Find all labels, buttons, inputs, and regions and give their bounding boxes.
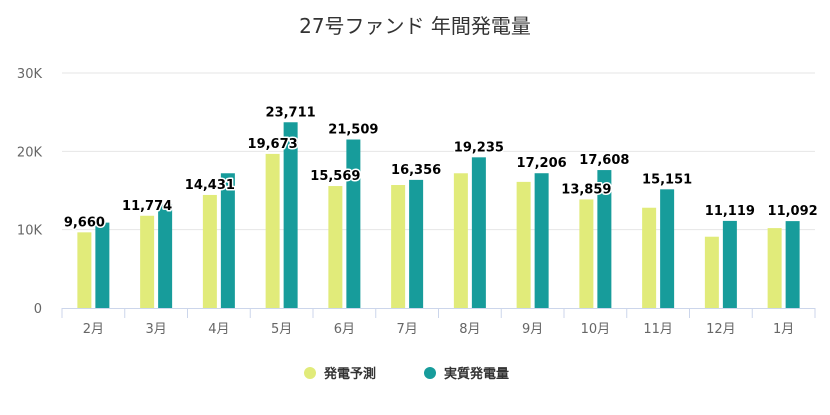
x-tick-label: 5月 [271,322,292,337]
x-tick-label: 7月 [396,322,417,337]
x-tick-label: 2月 [83,322,104,337]
legend-item-forecast[interactable]: 発電予測 [304,366,376,382]
bar-actual[interactable] [283,122,298,309]
data-label: 14,431 [185,178,235,193]
data-labels: 9,660 11,774 14,431 19,673 23,711 15,569 21,50… [62,104,819,232]
legend-marker [304,367,316,379]
data-label: 19,673 [248,137,298,152]
y-tick-label: 0 [34,302,42,317]
data-label: 21,509 [328,123,378,138]
bar-actual[interactable] [534,173,549,308]
bar-forecast[interactable] [642,207,657,308]
legend-item-actual[interactable]: 実質発電量 [424,366,509,382]
bars-layer [77,122,800,309]
x-tick-label: 8月 [459,322,480,337]
data-label: 17,608 [579,153,629,168]
x-tick-label: 1月 [773,322,794,337]
data-label: 13,859 [561,182,611,197]
bar-actual[interactable] [346,139,361,308]
bar-actual[interactable] [597,170,612,308]
bar-forecast[interactable] [202,194,217,308]
chart-title: 27号ファンド 年間発電量 [299,14,531,38]
x-tick-label: 6月 [334,322,355,337]
bar-forecast[interactable] [767,228,782,308]
bar-forecast[interactable] [391,185,406,308]
data-label: 19,235 [454,140,504,155]
legend[interactable]: 発電予測 実質発電量 [304,366,509,382]
data-label: 15,569 [310,169,360,184]
grid-layer: 0 10K 20K 30K [17,67,815,317]
x-tick-label: 3月 [145,322,166,337]
data-label: 11,774 [122,199,172,214]
x-tick-label: 11月 [643,322,673,337]
data-label: 23,711 [266,105,316,120]
bar-forecast[interactable] [328,186,343,308]
bar-actual[interactable] [220,173,235,308]
bar-forecast[interactable] [453,173,468,308]
data-label: 11,119 [705,204,755,219]
y-tick-label: 20K [17,145,43,160]
bar-actual[interactable] [722,220,737,308]
x-axis: 2月 3月 4月 5月 6月 7月 8月 9月 10月 11月 12月 1月 [61,308,816,337]
bar-forecast[interactable] [704,236,719,308]
legend-label: 実質発電量 [444,366,509,382]
bar-actual[interactable] [785,221,800,308]
data-label: 16,356 [391,163,441,178]
bar-forecast[interactable] [265,153,280,308]
bar-actual[interactable] [95,222,110,308]
data-label: 15,151 [642,172,692,187]
bar-actual[interactable] [158,204,173,308]
x-tick-label: 10月 [581,322,611,337]
bar-forecast[interactable] [516,181,531,308]
y-tick-label: 10K [17,224,43,239]
bar-actual[interactable] [409,179,424,308]
bar-actual[interactable] [660,189,675,308]
legend-label: 発電予測 [323,366,376,382]
bar-actual[interactable] [471,157,486,308]
y-tick-label: 30K [17,67,43,82]
bar-forecast[interactable] [77,232,92,308]
legend-marker [424,367,436,379]
x-tick-label: 9月 [522,322,543,337]
x-tick-label: 12月 [706,322,736,337]
x-tick-label: 4月 [208,322,229,337]
data-label: 11,092 [768,204,818,219]
data-label: 9,660 [64,215,105,230]
bar-forecast[interactable] [579,199,594,308]
data-label: 17,206 [517,156,567,171]
bar-forecast[interactable] [140,215,155,308]
